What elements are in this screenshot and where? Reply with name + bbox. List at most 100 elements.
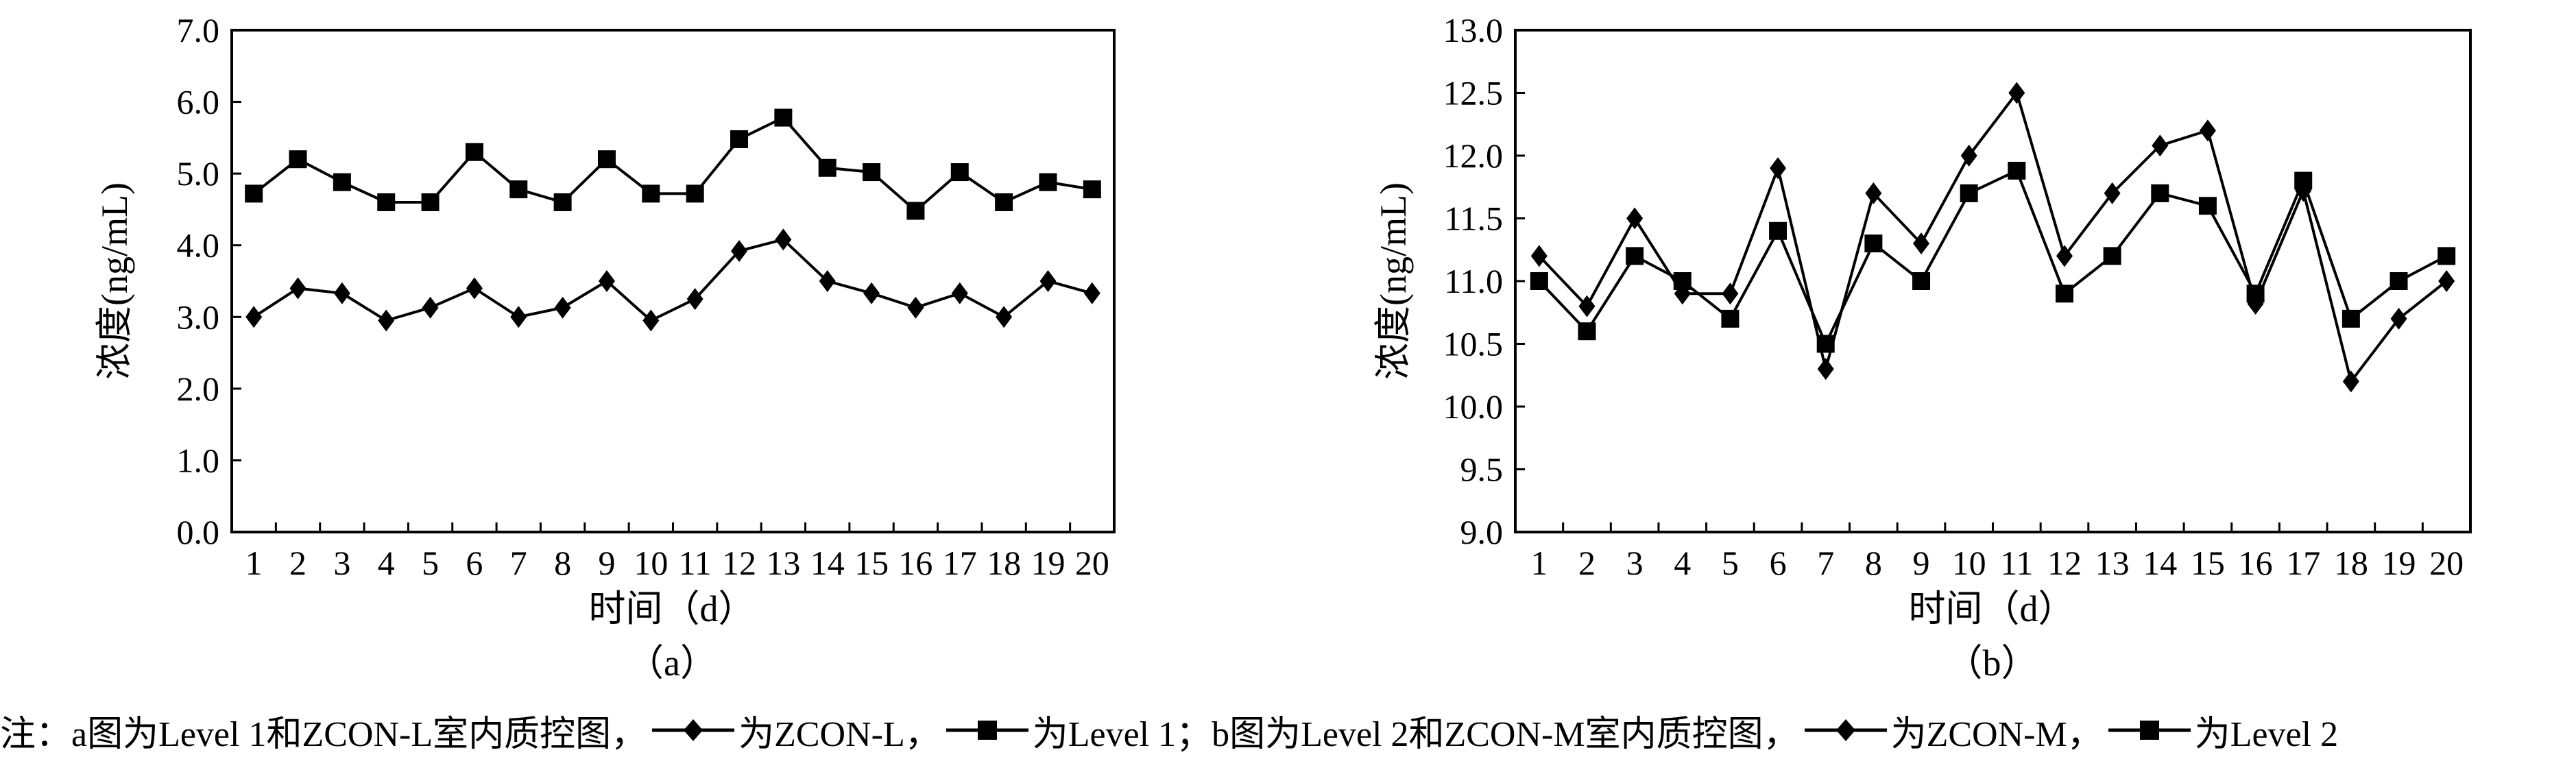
data-point-square — [553, 193, 572, 211]
x-tick-label: 1 — [245, 544, 263, 582]
chart-caption: （a） — [627, 642, 717, 684]
y-tick-label: 5.0 — [177, 154, 220, 193]
x-tick-label: 11 — [2000, 544, 2033, 582]
x-tick-label: 13 — [2095, 544, 2130, 582]
x-tick-label: 15 — [854, 544, 889, 582]
data-point-diamond — [1039, 270, 1057, 292]
series-line-zcon-m — [1538, 90, 2448, 385]
legend-square-line-icon — [946, 721, 1028, 740]
x-tick-label: 5 — [1722, 544, 1739, 582]
data-point-square — [1039, 173, 1057, 191]
data-point-square — [774, 108, 793, 127]
y-axis-label: 浓度(ng/mL) — [1373, 182, 1414, 380]
x-tick-label: 17 — [943, 544, 977, 582]
note-text-1: 注：a图为Level 1和ZCON-L室内质控图， — [0, 714, 647, 754]
data-point-square — [2008, 161, 2026, 180]
x-tick-label: 3 — [1626, 544, 1644, 582]
x-tick-label: 20 — [2429, 544, 2464, 582]
x-tick-label: 18 — [987, 544, 1021, 582]
data-point-diamond — [1578, 295, 1596, 317]
x-tick-label: 6 — [1770, 544, 1787, 582]
x-tick-label: 3 — [333, 544, 350, 582]
data-point-square — [1626, 247, 1644, 265]
data-point-square — [1530, 272, 1548, 290]
data-point-diamond — [1913, 232, 1930, 255]
data-point-diamond — [686, 288, 703, 311]
data-point-diamond — [1722, 282, 1739, 305]
x-tick-label: 9 — [598, 544, 615, 582]
data-point-diamond — [731, 240, 748, 263]
data-point-square — [465, 143, 483, 161]
note-text-2: 为ZCON-L， — [738, 714, 941, 754]
y-tick-label: 3.0 — [177, 298, 220, 336]
data-point-diamond — [2199, 119, 2216, 142]
data-point-square — [1864, 234, 1883, 253]
y-tick-label: 10.0 — [1443, 387, 1504, 426]
data-point-diamond — [289, 277, 306, 300]
x-tick-label: 14 — [2143, 544, 2177, 582]
series-line-zcon-l — [253, 238, 1093, 322]
data-point-diamond — [819, 270, 836, 292]
data-point-square — [1578, 322, 1596, 341]
data-point-diamond — [378, 309, 395, 332]
data-point-diamond — [466, 277, 483, 300]
data-point-square — [2294, 171, 2313, 190]
data-point-square — [1673, 272, 1692, 290]
y-tick-label: 11.0 — [1444, 262, 1503, 300]
data-point-diamond — [863, 282, 880, 304]
x-tick-label: 16 — [2239, 544, 2273, 582]
x-tick-label: 16 — [898, 544, 932, 582]
data-point-diamond — [2438, 270, 2455, 292]
data-point-diamond — [1770, 157, 1787, 180]
legend-diamond-line-icon — [652, 719, 735, 741]
data-point-square — [2151, 184, 2169, 202]
y-tick-label: 9.5 — [1460, 450, 1504, 489]
data-point-square — [289, 150, 307, 169]
data-point-square — [2198, 197, 2217, 215]
data-point-diamond — [245, 306, 263, 328]
data-point-diamond — [642, 309, 660, 332]
figure-note: 注：a图为Level 1和ZCON-L室内质控图， 为ZCON-L， 为Leve… — [0, 706, 2576, 754]
y-axis-label: 浓度(ng/mL) — [94, 182, 135, 380]
data-point-square — [1769, 221, 1787, 240]
x-tick-label: 7 — [1817, 544, 1834, 582]
y-tick-label: 12.5 — [1443, 74, 1504, 112]
x-tick-label: 5 — [422, 544, 439, 582]
x-tick-label: 2 — [289, 544, 306, 582]
y-tick-label: 6.0 — [177, 83, 220, 121]
x-tick-label: 13 — [766, 544, 800, 582]
data-point-diamond — [333, 282, 350, 304]
data-point-square — [642, 184, 660, 203]
data-point-diamond — [422, 296, 439, 319]
data-point-diamond — [2390, 307, 2407, 330]
x-tick-label: 20 — [1075, 544, 1109, 582]
y-tick-label: 7.0 — [177, 11, 220, 49]
data-point-diamond — [1865, 182, 1882, 204]
x-tick-label: 19 — [2382, 544, 2416, 582]
note-text-4: 为ZCON-M， — [1890, 714, 2103, 754]
legend-square-line-icon — [2108, 721, 2191, 740]
x-tick-label: 8 — [1865, 544, 1882, 582]
x-tick-label: 6 — [466, 544, 483, 582]
data-point-square — [2246, 285, 2265, 303]
chart-caption: （b） — [1946, 642, 2038, 684]
x-tick-label: 7 — [510, 544, 527, 582]
data-point-diamond — [2342, 370, 2359, 393]
x-tick-label: 2 — [1578, 544, 1596, 582]
x-tick-label: 8 — [554, 544, 571, 582]
data-point-square — [1912, 272, 1931, 290]
legend-diamond-line-icon — [1804, 719, 1887, 741]
x-tick-label: 11 — [679, 544, 712, 582]
data-point-diamond — [1530, 245, 1548, 267]
data-point-diamond — [2056, 245, 2073, 267]
data-point-diamond — [2008, 82, 2025, 104]
data-point-diamond — [510, 306, 527, 328]
data-point-square — [1083, 180, 1101, 199]
x-tick-label: 15 — [2191, 544, 2225, 582]
data-point-square — [2437, 247, 2456, 265]
data-point-square — [1721, 309, 1740, 328]
data-point-square — [686, 184, 704, 203]
x-tick-label: 14 — [810, 544, 845, 582]
data-point-square — [333, 173, 351, 191]
data-point-square — [2390, 272, 2408, 290]
